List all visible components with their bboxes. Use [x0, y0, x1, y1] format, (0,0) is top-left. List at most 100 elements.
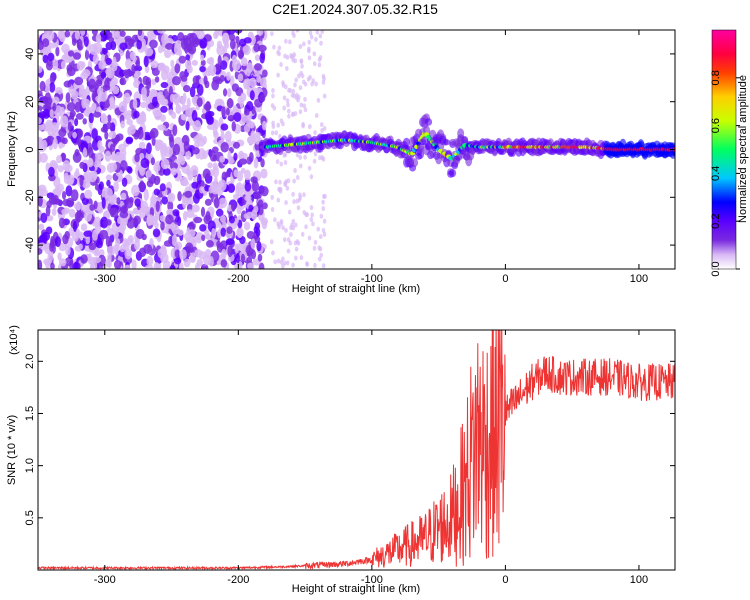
spectrogram-cell: [204, 198, 212, 206]
spectrogram-cell: [133, 72, 139, 83]
spectrogram-cell: [100, 216, 109, 229]
spectrogram-cell: [318, 55, 323, 61]
spectrogram-cell: [308, 30, 313, 36]
spectrogram-cell: [302, 103, 306, 109]
spectrogram-cell: [38, 138, 44, 150]
spectrogram-cell: [107, 114, 112, 123]
spectrogram-cell: [160, 105, 168, 113]
spectrogram-cell: [118, 50, 125, 57]
spectrogram-cell: [196, 97, 203, 108]
spectrogram-cell: [225, 107, 230, 116]
spectrogram-x-label: Height of straight line (km): [292, 283, 420, 295]
spectrogram-cell: [164, 146, 174, 158]
spectrogram-cell: [143, 188, 149, 201]
spectrogram-cell: [79, 30, 86, 36]
spectrogram-cell: [309, 174, 314, 180]
spectrogram-cell: [303, 96, 307, 102]
spectrogram-cell: [254, 222, 261, 230]
spectrogram-cell: [119, 77, 125, 85]
spectrogram-cell: [165, 214, 174, 225]
spectrogram-cell: [192, 147, 200, 155]
spectrogram-cell: [159, 183, 166, 192]
spectrogram-cell: [321, 156, 326, 162]
spectrogram-cell: [319, 122, 324, 128]
spectrogram-cell: [98, 60, 107, 70]
spectrogram-cell: [232, 193, 240, 200]
spectrogram-cell: [287, 108, 291, 114]
spectrogram-cell: [38, 223, 45, 231]
spectrogram-cell: [318, 155, 322, 161]
spectrogram-cell: [146, 142, 152, 155]
spectrogram-cell: [320, 128, 324, 134]
spectrogram-cell: [92, 111, 102, 118]
spectrogram-cell: [105, 57, 112, 66]
spectrogram-cell: [55, 87, 63, 95]
spectrogram-cell: [167, 192, 176, 203]
spectrogram-cell: [191, 59, 198, 66]
spectrogram-cell: [141, 86, 147, 98]
spectrogram-cell: [282, 237, 287, 243]
spectrogram-cell: [218, 197, 228, 209]
spectrogram-cell: [140, 157, 150, 169]
spectrogram-cell: [185, 120, 190, 131]
spectrogram-cell: [93, 216, 102, 228]
y-tick-label: 1.0: [24, 458, 36, 473]
spectrogram-cell: [282, 152, 287, 158]
spectrogram-cell: [168, 235, 173, 245]
spectrogram-cell: [42, 38, 50, 48]
spectrogram-cell: [160, 69, 169, 81]
spectrogram-cell: [201, 265, 208, 269]
spectrogram-cell: [204, 229, 210, 240]
spectrogram-cell: [91, 229, 99, 241]
spectrogram-cell: [165, 42, 174, 50]
spectrogram-cell: [47, 251, 54, 264]
spectrogram-cell: [287, 209, 292, 215]
spectrogram-cell: [247, 256, 253, 265]
spectrogram-cell: [185, 108, 192, 117]
spectrogram-cell: [287, 113, 291, 119]
spectrogram-cell: [293, 168, 297, 174]
spectrogram-cell: [170, 167, 178, 176]
spectrogram-cell: [122, 69, 131, 76]
spectrogram-y-label: Frequency (Hz): [6, 111, 18, 187]
spectrogram-cell: [114, 151, 123, 163]
spectrogram-cell: [110, 30, 120, 39]
spectrogram-cell: [219, 74, 225, 82]
spectrogram-cell: [99, 229, 109, 240]
spectrogram-cell: [443, 139, 451, 146]
spectrogram-cell: [145, 77, 152, 86]
chart-title: C2E1.2024.307.05.32.R15: [272, 1, 438, 17]
spectrogram-cell: [97, 140, 103, 150]
colorbar-tick-label: 0.0: [710, 261, 722, 276]
spectrogram-cell: [226, 30, 236, 35]
spectrogram-cell: [88, 242, 97, 251]
spectrogram-cell: [293, 222, 298, 228]
spectrogram-cell: [219, 155, 226, 163]
spectrogram-cell: [100, 114, 109, 125]
spectrogram-cell: [64, 230, 70, 240]
spectrogram-cell: [279, 62, 283, 68]
spectrogram-cell: [281, 80, 285, 86]
spectrogram-cell: [97, 87, 104, 97]
colorbar-ticks: 0.0 0.2 0.4 0.6 0.8: [710, 70, 740, 277]
spectrogram-cell: [298, 195, 303, 201]
spectrogram-cell: [291, 88, 296, 94]
spectrogram-cell: [168, 109, 174, 116]
spectrogram-cell: [119, 160, 128, 171]
spectrogram-cell: [41, 231, 51, 241]
spectrogram-cell: [38, 259, 43, 269]
spectrogram-cell: [300, 73, 305, 79]
spectrogram-cell: [108, 130, 117, 139]
spectrogram-cell: [65, 185, 73, 197]
spectrogram-cell: [314, 112, 319, 118]
spectrogram-cell: [72, 151, 82, 163]
spectrogram-cell: [301, 121, 305, 127]
spectrogram-cell: [224, 130, 232, 142]
spectrogram-cell: [243, 108, 250, 116]
spectrogram-cell: [157, 45, 163, 54]
snr-series-line: [38, 330, 675, 570]
spectrogram-cell: [74, 30, 81, 40]
spectrogram-cell: [298, 155, 303, 161]
spectrogram-cell: [174, 63, 181, 74]
spectrogram-cell: [92, 170, 98, 180]
